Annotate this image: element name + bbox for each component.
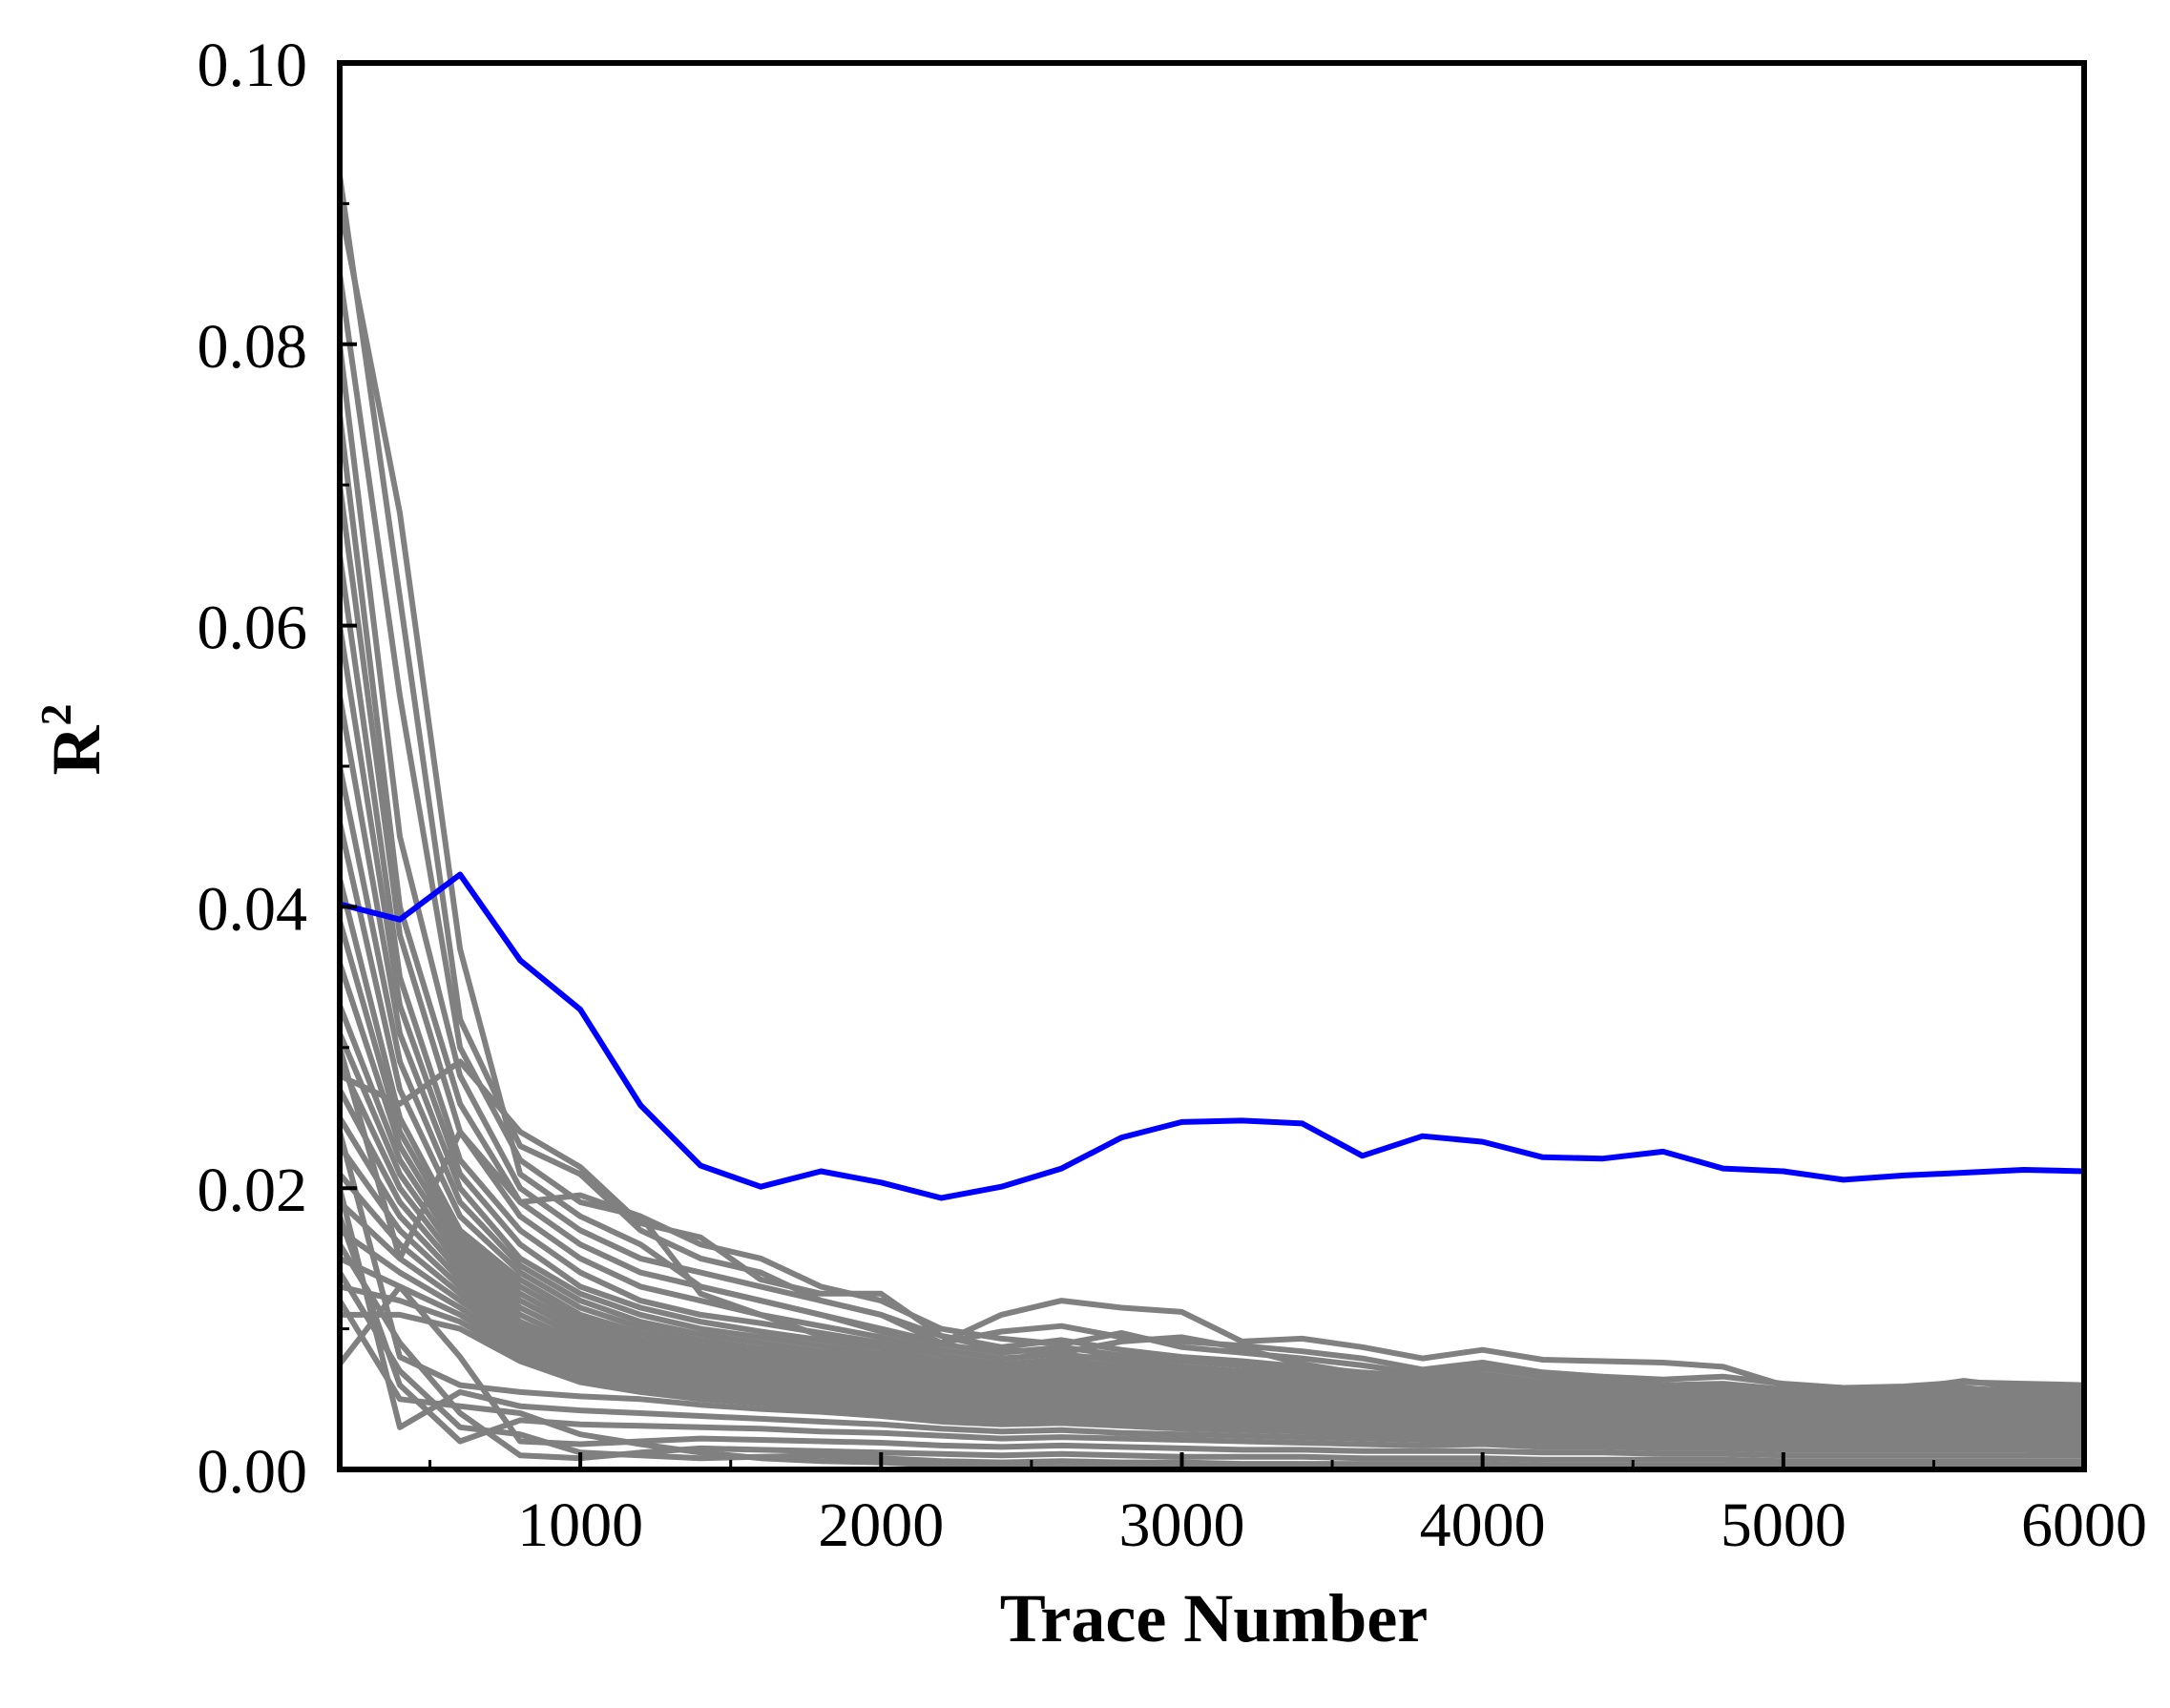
x-tick-label: 3000 (1118, 1490, 1244, 1560)
y-axis-title-superscript: 2 (31, 704, 80, 726)
x-tick-label: 6000 (2021, 1490, 2147, 1560)
x-axis-title: Trace Number (1000, 1580, 1429, 1656)
x-tick-labels: 1000 2000 3000 4000 5000 6000 (517, 1490, 2147, 1560)
series-line-gray-28 (337, 1187, 2084, 1450)
y-tick-labels: 0.00 0.02 0.04 0.06 0.08 0.10 (198, 31, 308, 1507)
other-series-group (337, 175, 2085, 1471)
series-line-gray-9 (337, 695, 2085, 1414)
y-axis-title: R2 (31, 704, 115, 776)
series-line-gray-35 (338, 1058, 2085, 1401)
x-tick-label: 5000 (1721, 1490, 1847, 1560)
axis-ticks (340, 61, 2086, 1471)
series-line-gray-5 (337, 414, 2085, 1403)
series-line-gray-8 (337, 625, 2085, 1411)
x-tick-label: 1000 (517, 1490, 643, 1560)
y-tick-label: 0.02 (198, 1156, 308, 1225)
y-axis-title-base: R (38, 725, 115, 776)
y-tick-label: 0.06 (198, 594, 308, 663)
highlight-series-group (339, 871, 2085, 1201)
series-line-gray-2 (337, 202, 2085, 1392)
series-line-blue (339, 871, 2085, 1201)
y-tick-label: 0.00 (198, 1437, 308, 1507)
y-tick-label: 0.10 (198, 31, 308, 100)
series-line-gray-6 (337, 484, 2085, 1406)
x-tick-label: 2000 (818, 1490, 944, 1560)
series-line-gray-7 (337, 554, 2085, 1408)
series-line-gray-4 (337, 344, 2085, 1400)
series-line-gray-29 (337, 1215, 2085, 1454)
plot-frame (337, 60, 2087, 1472)
series-line-gray-27 (337, 1131, 2084, 1446)
x-tick-label: 4000 (1420, 1490, 1546, 1560)
y-tick-label: 0.04 (198, 874, 308, 944)
y-tick-label: 0.08 (198, 312, 308, 382)
